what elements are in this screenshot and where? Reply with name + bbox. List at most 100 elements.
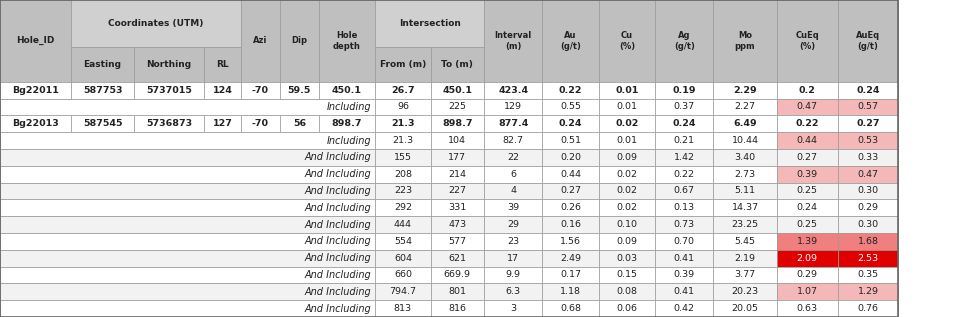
Text: Cu
(%): Cu (%): [619, 31, 635, 51]
Text: 0.06: 0.06: [616, 304, 638, 313]
Text: 0.44: 0.44: [797, 136, 817, 145]
Text: 1.42: 1.42: [674, 153, 695, 162]
Text: 2.29: 2.29: [733, 86, 757, 95]
Bar: [542, 199, 599, 216]
Text: 2.73: 2.73: [735, 170, 755, 179]
Text: 10.44: 10.44: [732, 136, 758, 145]
Text: 0.03: 0.03: [616, 254, 638, 263]
Text: 669.9: 669.9: [444, 270, 470, 280]
Text: 2.19: 2.19: [735, 254, 755, 263]
Bar: [655, 233, 713, 250]
Text: And Including: And Including: [304, 270, 371, 280]
Bar: [0, 216, 375, 233]
Bar: [777, 99, 838, 115]
Bar: [777, 267, 838, 283]
Bar: [134, 166, 204, 183]
Text: -70: -70: [252, 86, 269, 95]
Bar: [319, 115, 375, 132]
Text: 214: 214: [448, 170, 467, 179]
Text: 450.1: 450.1: [332, 86, 362, 95]
Bar: [71, 199, 134, 216]
Text: Hole
depth: Hole depth: [333, 31, 361, 51]
Text: 0.41: 0.41: [674, 254, 695, 263]
Text: 0.01: 0.01: [616, 102, 638, 112]
Bar: [134, 300, 204, 317]
Text: 0.47: 0.47: [797, 102, 817, 112]
Text: 0.01: 0.01: [615, 86, 639, 95]
Bar: [71, 82, 134, 99]
Bar: [431, 47, 484, 82]
Text: 0.29: 0.29: [797, 270, 817, 280]
Bar: [280, 183, 319, 199]
Bar: [655, 0, 713, 82]
Bar: [713, 300, 777, 317]
Bar: [542, 183, 599, 199]
Bar: [241, 166, 280, 183]
Bar: [655, 115, 713, 132]
Text: 177: 177: [448, 153, 467, 162]
Bar: [713, 199, 777, 216]
Text: Northing: Northing: [147, 60, 191, 69]
Text: 0.02: 0.02: [615, 119, 639, 128]
Text: And Including: And Including: [304, 186, 371, 196]
Bar: [838, 132, 898, 149]
Bar: [375, 0, 484, 47]
Text: Bg22013: Bg22013: [12, 119, 59, 128]
Text: -70: -70: [252, 119, 269, 128]
Text: 104: 104: [448, 136, 467, 145]
Bar: [655, 267, 713, 283]
Text: And Including: And Including: [304, 152, 371, 162]
Text: Bg22011: Bg22011: [12, 86, 59, 95]
Bar: [777, 183, 838, 199]
Bar: [713, 250, 777, 267]
Bar: [655, 149, 713, 166]
Bar: [375, 183, 431, 199]
Text: 20.05: 20.05: [732, 304, 758, 313]
Text: 17: 17: [507, 254, 519, 263]
Bar: [777, 166, 838, 183]
Text: And Including: And Including: [304, 203, 371, 213]
Bar: [431, 283, 484, 300]
Bar: [0, 82, 71, 99]
Bar: [542, 267, 599, 283]
Text: 1.29: 1.29: [857, 287, 879, 296]
Bar: [375, 216, 431, 233]
Bar: [542, 0, 599, 82]
Bar: [599, 0, 655, 82]
Text: 621: 621: [448, 254, 467, 263]
Bar: [484, 283, 542, 300]
Text: Dip: Dip: [292, 36, 307, 45]
Bar: [241, 199, 280, 216]
Text: 82.7: 82.7: [503, 136, 524, 145]
Text: 0.73: 0.73: [674, 220, 695, 229]
Bar: [713, 283, 777, 300]
Text: 23: 23: [507, 237, 519, 246]
Bar: [204, 283, 241, 300]
Bar: [838, 199, 898, 216]
Bar: [134, 267, 204, 283]
Bar: [0, 0, 71, 82]
Text: 813: 813: [394, 304, 412, 313]
Text: 2.53: 2.53: [857, 254, 879, 263]
Text: 604: 604: [394, 254, 412, 263]
Bar: [241, 267, 280, 283]
Bar: [713, 216, 777, 233]
Text: 0.51: 0.51: [560, 136, 581, 145]
Bar: [134, 250, 204, 267]
Bar: [0, 99, 71, 115]
Bar: [134, 82, 204, 99]
Bar: [484, 233, 542, 250]
Text: 0.25: 0.25: [797, 220, 817, 229]
Bar: [0, 233, 71, 250]
Text: Au
(g/t): Au (g/t): [560, 31, 581, 51]
Text: 444: 444: [394, 220, 412, 229]
Bar: [134, 283, 204, 300]
Bar: [71, 300, 134, 317]
Bar: [0, 149, 71, 166]
Text: 96: 96: [397, 102, 409, 112]
Text: And Including: And Including: [304, 236, 371, 246]
Bar: [375, 199, 431, 216]
Bar: [0, 216, 71, 233]
Bar: [777, 199, 838, 216]
Bar: [241, 183, 280, 199]
